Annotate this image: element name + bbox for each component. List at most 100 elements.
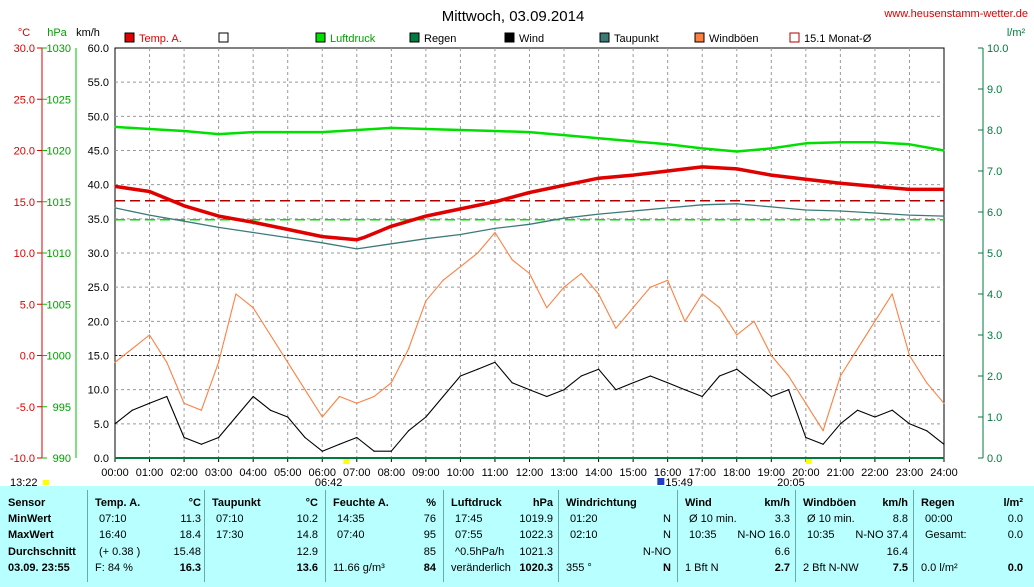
current-time-label: 15:49 xyxy=(665,477,693,486)
data-point xyxy=(321,131,323,133)
column-divider xyxy=(913,490,914,582)
data-point xyxy=(805,402,807,404)
data-point xyxy=(546,307,548,309)
avg-note: (+ 0.38 ) xyxy=(99,546,141,558)
column-header: Luftdruck xyxy=(451,497,502,509)
data-point xyxy=(390,127,392,129)
column-divider xyxy=(87,490,88,582)
data-point xyxy=(563,286,565,288)
min-time: 01:20 xyxy=(570,513,598,525)
wind-tick-label: 50.0 xyxy=(88,111,109,123)
data-point xyxy=(269,409,271,411)
data-point xyxy=(390,382,392,384)
data-point xyxy=(114,361,116,363)
max-value: 1022.3 xyxy=(519,529,553,541)
time-tick-label: 15:00 xyxy=(619,467,647,479)
data-point xyxy=(148,334,151,336)
data-point xyxy=(494,231,496,234)
min-time: 00:00 xyxy=(925,513,953,525)
data-point xyxy=(252,395,254,398)
current-note: F: 84 % xyxy=(95,562,133,574)
pressure-tick-label: 1005 xyxy=(47,299,71,311)
pressure-tick-label: 1030 xyxy=(47,43,71,55)
pressure-tick-label: 1000 xyxy=(47,351,71,363)
data-point xyxy=(736,368,738,370)
min-value: 11.3 xyxy=(180,513,201,525)
max-time: Gesamt: xyxy=(925,529,967,541)
data-point xyxy=(874,141,876,143)
data-point xyxy=(287,228,289,230)
current-value: 7.5 xyxy=(892,562,908,574)
max-time: 17:30 xyxy=(216,529,244,541)
data-point xyxy=(822,430,824,432)
min-value: 3.3 xyxy=(774,513,790,525)
data-point xyxy=(218,226,220,228)
data-point xyxy=(114,457,116,459)
data-point xyxy=(304,436,306,439)
data-point xyxy=(321,242,323,244)
wind-tick-label: 5.0 xyxy=(94,419,109,431)
min-time: 17:45 xyxy=(455,513,483,525)
data-point xyxy=(511,382,513,384)
data-point xyxy=(736,150,738,153)
time-tick-label: 23:00 xyxy=(896,467,924,479)
max-value: N-NO 37.4 xyxy=(855,529,908,541)
current-note: 0.0 l/m² xyxy=(921,562,958,574)
column-unit: l/m² xyxy=(1003,497,1023,509)
temp-tick-label: 10.0 xyxy=(14,248,35,260)
data-point xyxy=(131,348,133,350)
wind-tick-label: 15.0 xyxy=(88,351,109,363)
data-point xyxy=(580,272,582,275)
current-time-marker xyxy=(657,478,665,485)
data-point xyxy=(822,443,824,445)
data-point xyxy=(166,361,168,363)
data-point xyxy=(528,131,531,133)
max-value: 0.0 xyxy=(1007,529,1023,541)
pressure-tick-label: 995 xyxy=(53,402,71,414)
temp-tick-label: 0.0 xyxy=(20,351,35,363)
data-point xyxy=(183,436,185,439)
temp-tick-label: 20.0 xyxy=(14,146,35,158)
legend-swatch xyxy=(218,32,229,43)
data-point xyxy=(684,320,686,322)
data-point xyxy=(770,395,772,398)
rain-tick-label: 2.0 xyxy=(987,371,1002,383)
data-point xyxy=(477,252,479,254)
pressure-tick-label: 1015 xyxy=(47,197,71,209)
data-point xyxy=(805,178,807,180)
data-point xyxy=(528,223,531,225)
data-point xyxy=(770,354,772,357)
data-point xyxy=(874,212,876,214)
legend-swatch xyxy=(504,32,515,43)
time-tick-label: 17:00 xyxy=(688,467,716,479)
column-header: Taupunkt xyxy=(212,497,261,509)
column-divider xyxy=(204,490,205,582)
max-time: 07:40 xyxy=(337,529,365,541)
time-tick-label: 04:00 xyxy=(239,467,267,479)
data-point xyxy=(494,361,496,363)
column-header: Windböen xyxy=(803,497,857,509)
rain-tick-label: 1.0 xyxy=(987,412,1002,424)
sunset-marker xyxy=(805,459,812,464)
data-point xyxy=(235,416,237,418)
data-point xyxy=(563,184,565,186)
pressure-tick-label: 1025 xyxy=(47,94,71,106)
legend-swatch xyxy=(124,32,135,43)
time-tick-label: 11:00 xyxy=(482,467,509,479)
data-point xyxy=(252,231,254,234)
column-unit: km/h xyxy=(882,497,908,509)
data-point xyxy=(770,147,772,149)
data-point xyxy=(425,128,427,130)
time-tick-label: 22:00 xyxy=(861,467,889,479)
data-point xyxy=(908,188,911,190)
column-divider xyxy=(443,490,444,582)
data-point xyxy=(943,457,945,459)
data-point xyxy=(598,293,600,295)
rain-tick-label: 8.0 xyxy=(987,125,1002,137)
data-point xyxy=(356,436,358,439)
data-point xyxy=(148,214,151,216)
max-time: 10:35 xyxy=(807,529,835,541)
data-point xyxy=(632,140,634,142)
column-unit: km/h xyxy=(764,497,790,509)
left-time-label: 13:22 xyxy=(10,477,38,486)
